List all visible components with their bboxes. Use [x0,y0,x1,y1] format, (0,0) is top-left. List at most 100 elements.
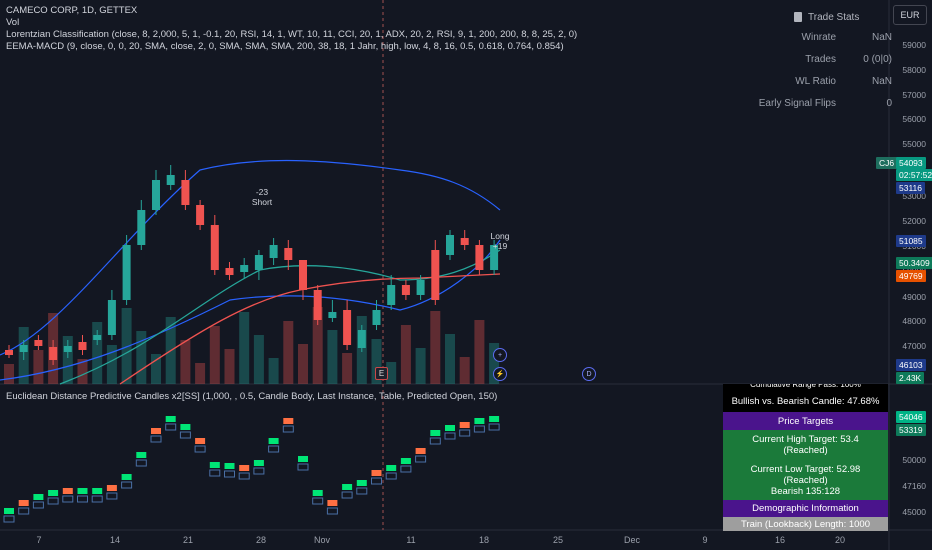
candle-body [137,210,146,245]
volume-bar [298,344,308,384]
price-tick: 47000 [902,341,926,351]
predictive-candle [33,494,44,500]
x-tick: 18 [478,535,490,545]
volume-bar [136,331,147,384]
predictive-outline [371,477,382,485]
candle-body [210,225,219,270]
predictive-outline [326,507,338,515]
predictive-candle [151,428,161,434]
predictive-candle [489,416,500,422]
sub-badge-2: 53319 [896,424,926,436]
predictive-outline [415,455,427,463]
candle-body [460,238,469,245]
predictive-outline [282,425,294,433]
predictive-candle [92,488,103,494]
predictive-candle [415,448,426,454]
candle-body [475,245,484,270]
price-tick: 55000 [902,139,926,149]
lorentzian-legend[interactable]: Lorentzian Classification (close, 8, 2,0… [6,29,578,40]
volume-bar [4,364,14,384]
volume-bar [415,348,426,384]
trade-stats-panel: Trade Stats Winrate NaN Trades 0 (0|0) WL … [759,8,892,114]
predictive-candle [386,465,397,471]
predictive-outline [238,472,250,480]
candle-body [401,285,410,295]
predictive-candle [4,508,14,514]
volume-bar [121,308,132,384]
table-low-target: Current Low Target: 52.98 (Reached) Bear… [723,460,888,500]
candle-body [269,245,278,258]
sub-pane-legend[interactable]: Euclidean Distance Predictive Candles x2… [6,391,498,402]
price-badge-blue-2: 51085 [896,235,926,247]
volume-bar [151,354,161,384]
candle-body [63,346,72,352]
symbol-line: CAMECO CORP, 1D, GETTEX [6,5,138,16]
price-tick: 57000 [902,90,926,100]
volume-bar [445,334,455,384]
predictive-outline [3,515,15,523]
sub-axis-tick: 45000 [902,507,926,517]
predictive-candle [121,474,132,480]
predictive-candle [283,418,294,424]
predictive-outline [268,445,280,453]
predictive-candle [445,425,455,431]
eema-legend[interactable]: EEMA-MACD (9, close, 0, 0, 20, SMA, clos… [6,41,564,52]
predictive-candle [327,500,338,506]
ma-red-line [119,273,501,385]
x-tick: 16 [774,535,786,545]
volume-badge: 2.43K [896,372,925,384]
countdown-badge: 02:57:52 [896,169,932,181]
predictive-candle [312,490,323,496]
candle-body [416,280,425,295]
predictive-outline [297,463,309,471]
candle-body [299,260,307,290]
volume-bar [268,358,279,384]
lightning-icon[interactable]: ⚡ [493,367,507,381]
predictive-candle [400,458,411,464]
table-targets-header: Price Targets [723,412,888,430]
x-tick: 20 [834,535,846,545]
predictive-candle [106,485,117,491]
table-bull-bear: Bullish vs. Bearish Candle: 47.68% [723,390,888,412]
predictive-candle [253,460,264,466]
long-signal-label: Long +19 [490,231,510,251]
predictive-outline [224,470,235,478]
predictive-outline [385,472,397,480]
candle-body [49,347,58,360]
volume-bar [106,345,117,384]
predictive-outline [356,487,368,495]
table-demo-header: Demographic Information [723,500,888,517]
candle-body [490,245,499,270]
dividend-marker[interactable]: D [582,367,596,381]
x-tick: 25 [552,535,564,545]
price-tick: 59000 [902,40,926,50]
volume-bar [253,335,264,384]
volume-bar [224,349,235,384]
predictive-candle [356,480,367,486]
candle-body [107,300,116,335]
volume-bar [33,350,44,384]
trade-stats-title: Trade Stats [794,8,892,26]
predictive-candle [430,430,441,436]
volume-bar [430,311,441,384]
candle-body [284,248,293,260]
price-tick: 58000 [902,65,926,75]
plus-icon[interactable]: + [493,348,507,362]
price-tick: 56000 [902,114,926,124]
predictive-candle [165,416,176,422]
earnings-marker[interactable]: E [375,367,388,380]
x-tick: 14 [109,535,121,545]
price-badge-blue: 53116 [896,182,926,194]
table-train-length: Train (Lookback) Length: 1000 [723,517,888,531]
predictive-candle [209,462,220,468]
price-tick: 52000 [902,216,926,226]
predictive-outline [179,431,191,439]
predictive-outline [32,501,44,509]
currency-button[interactable]: EUR [893,5,927,25]
candle-body [181,180,190,205]
volume-bar [195,363,206,384]
volume-bar [459,357,470,384]
sub-axis-tick: 47160 [902,481,926,491]
price-badge-green: 50.3409 [896,257,932,269]
